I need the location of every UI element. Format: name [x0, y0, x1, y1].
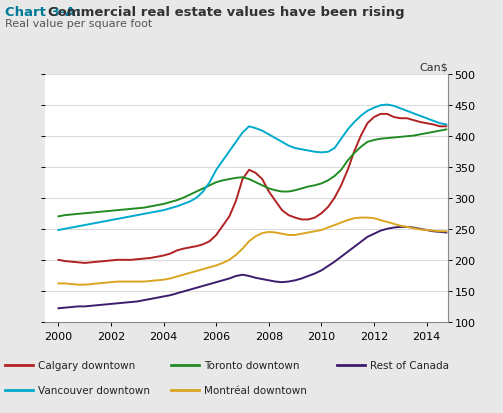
- Text: Toronto downtown: Toronto downtown: [204, 361, 299, 370]
- Text: Chart 3-A:: Chart 3-A:: [5, 6, 81, 19]
- Text: Calgary downtown: Calgary downtown: [38, 361, 135, 370]
- Text: Rest of Canada: Rest of Canada: [370, 361, 449, 370]
- Text: Real value per square foot: Real value per square foot: [5, 19, 152, 28]
- Text: Vancouver downtown: Vancouver downtown: [38, 385, 150, 395]
- Text: Can$: Can$: [419, 62, 448, 72]
- Text: Commercial real estate values have been rising: Commercial real estate values have been …: [48, 6, 404, 19]
- Text: Montréal downtown: Montréal downtown: [204, 385, 307, 395]
